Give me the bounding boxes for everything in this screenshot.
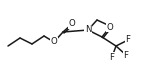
Text: F: F [109, 53, 114, 62]
Text: O: O [51, 38, 57, 46]
Text: O: O [69, 19, 75, 28]
Text: F: F [123, 51, 128, 59]
Text: F: F [126, 36, 131, 44]
Text: N: N [85, 26, 91, 35]
Text: O: O [107, 23, 113, 31]
